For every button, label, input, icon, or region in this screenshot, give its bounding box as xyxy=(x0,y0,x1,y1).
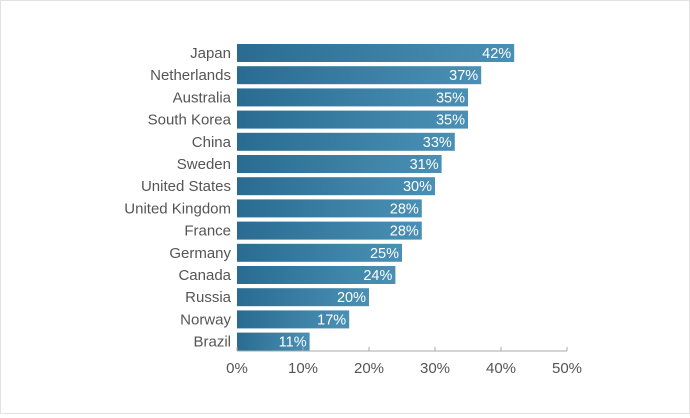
bar-netherlands xyxy=(237,66,482,85)
bar-japan xyxy=(237,44,515,62)
value-label: 11% xyxy=(279,335,307,351)
bar-canada xyxy=(237,266,396,284)
bars-group: Japan 42% Netherlands 37% Australia 35% South … xyxy=(124,44,515,351)
category-label: Russia xyxy=(185,289,232,306)
value-label: 37% xyxy=(449,68,478,84)
x-tick-label: 10% xyxy=(288,360,318,377)
value-label: 42% xyxy=(482,46,511,62)
category-label: United Kingdom xyxy=(124,200,231,217)
value-label: 33% xyxy=(423,135,452,151)
category-label: France xyxy=(184,223,231,240)
value-label: 31% xyxy=(410,157,439,173)
x-axis: 0% 10% 20% 30% 40% 50% xyxy=(226,347,582,377)
category-label: United States xyxy=(141,178,231,195)
value-label: 20% xyxy=(337,290,366,306)
bar-united-states xyxy=(237,177,435,196)
bar-sweden xyxy=(237,155,442,173)
category-label: South Korea xyxy=(148,112,232,129)
category-label: Australia xyxy=(173,89,232,106)
category-label: Brazil xyxy=(193,334,231,351)
x-tick-label: 20% xyxy=(354,360,384,377)
value-label: 25% xyxy=(370,246,399,262)
x-tick-label: 30% xyxy=(420,360,450,377)
bar-china xyxy=(237,132,455,151)
value-label: 24% xyxy=(363,268,392,284)
value-label: 30% xyxy=(403,179,432,195)
category-label: Germany xyxy=(169,245,231,262)
bar-brazil xyxy=(237,332,310,351)
bar-australia xyxy=(237,88,468,107)
bar-norway xyxy=(237,310,350,329)
x-tick-label: 50% xyxy=(552,360,582,377)
category-label: Netherlands xyxy=(150,67,231,84)
value-label: 35% xyxy=(436,90,465,106)
x-tick-label: 40% xyxy=(486,360,516,377)
category-label: China xyxy=(192,134,232,151)
value-label: 28% xyxy=(390,224,419,240)
value-label: 35% xyxy=(436,113,465,129)
value-label: 17% xyxy=(317,312,346,328)
category-label: Japan xyxy=(190,45,231,62)
bar-france xyxy=(237,221,422,240)
bar-south-korea xyxy=(237,110,468,129)
category-label: Sweden xyxy=(177,156,231,173)
value-label: 28% xyxy=(390,201,419,217)
category-label: Canada xyxy=(178,267,231,284)
x-tick-label: 0% xyxy=(226,360,248,377)
bar-russia xyxy=(237,288,369,307)
bar-united-kingdom xyxy=(237,199,422,218)
bar-germany xyxy=(237,243,402,262)
category-label: Norway xyxy=(180,311,231,328)
